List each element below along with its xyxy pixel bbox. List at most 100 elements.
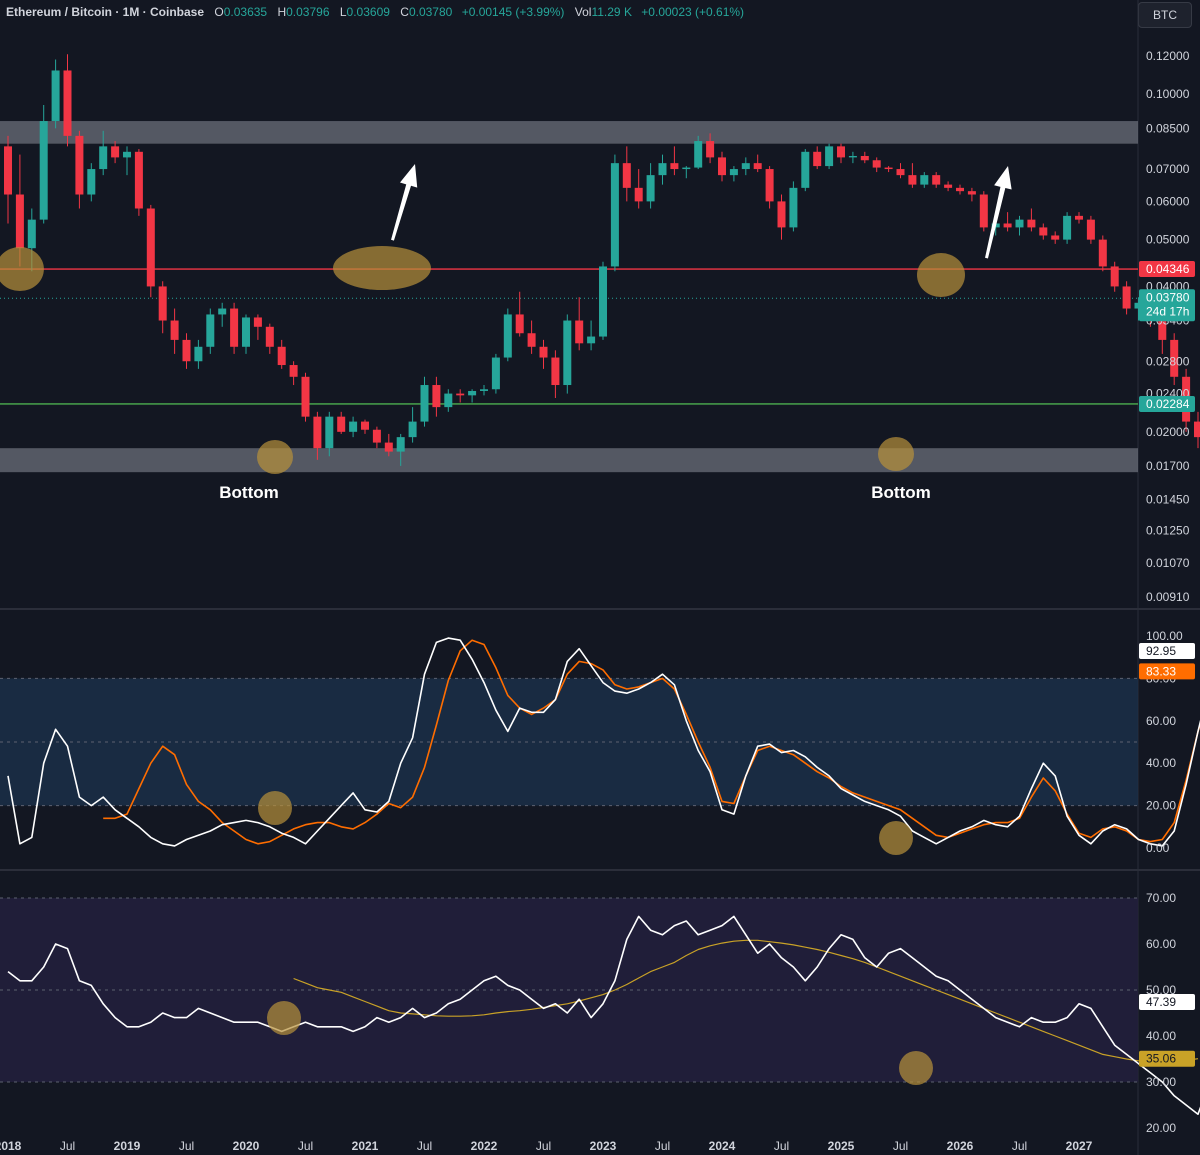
candle-body <box>729 169 738 176</box>
candle-body <box>123 151 131 158</box>
highlight-ellipse-resistance-2025 <box>917 253 965 298</box>
time-tick-label: Jul <box>417 1139 432 1153</box>
price-tick-label: 0.08500 <box>1146 121 1190 135</box>
highlight-circle-stoch-2020 <box>258 791 292 825</box>
open-value: 0.03635 <box>223 5 268 19</box>
price-tick-label: 0.00910 <box>1146 590 1190 604</box>
candle-body <box>182 339 191 362</box>
low-label: L <box>339 5 347 19</box>
highlight-ellipse-resistance-2021 <box>333 246 431 291</box>
candle-body <box>825 146 834 167</box>
time-tick-label: 2023 <box>590 1139 617 1153</box>
axes: 0.12000 0.10000 0.08500 0.07000 0.06000 0.050… <box>0 49 1195 1153</box>
rsi-ma-badge-text: 35.06 <box>1146 1052 1176 1066</box>
candle-body <box>956 187 964 192</box>
time-tick-label: Jul <box>179 1139 194 1153</box>
volume-value: 11.29 K <box>591 5 632 19</box>
rsi-value-badge-bg <box>1139 994 1195 1011</box>
high-label: H <box>277 5 287 19</box>
candle-body <box>944 184 953 188</box>
candle-body <box>1086 219 1095 240</box>
candle-body <box>1051 235 1060 240</box>
candle-body <box>741 163 750 170</box>
time-tick-label: 2018 <box>0 1139 22 1153</box>
candle-body <box>99 146 108 170</box>
time-tick-label: Jul <box>60 1139 75 1153</box>
price-zones <box>0 121 1138 473</box>
rsi-pane <box>0 897 1200 1115</box>
low-value: 0.03609 <box>346 5 390 19</box>
candle-body <box>1039 227 1048 236</box>
currency-badge[interactable]: BTC <box>1138 2 1192 28</box>
highlight-circle-rsi-2025 <box>899 1051 933 1085</box>
price-zone <box>0 448 1138 473</box>
candle-body <box>694 141 703 168</box>
candle-body <box>301 376 310 417</box>
volume-change: +0.00023 (+0.61%) <box>641 5 745 19</box>
candle-body <box>801 151 810 188</box>
time-tick-label: 2025 <box>828 1139 855 1153</box>
candle-body <box>313 416 322 449</box>
candle-body <box>789 187 798 228</box>
rsi-ma-badge-bg <box>1139 1050 1195 1067</box>
time-tick-label: 2020 <box>233 1139 260 1153</box>
price-tick-label: 0.01250 <box>1146 523 1190 537</box>
candle-body <box>253 317 262 327</box>
candle-body <box>242 317 250 347</box>
highlight-circle-rsi-2020 <box>267 1001 301 1035</box>
price-tick-label: 0.01070 <box>1146 556 1190 570</box>
candle-body <box>420 385 429 422</box>
time-tick-label: Jul <box>298 1139 313 1153</box>
candle-body <box>491 357 500 390</box>
candle-body <box>158 286 167 321</box>
up-arrow-2025 <box>985 166 1012 259</box>
time-tick-label: Jul <box>893 1139 908 1153</box>
resistance-price-badge-bg <box>1139 261 1195 278</box>
candle-body <box>634 187 643 202</box>
candle-body <box>456 393 465 396</box>
candle-body <box>87 169 96 195</box>
rsi-ma-line <box>293 939 1199 1065</box>
stochastic-tick-label: 20.00 <box>1146 799 1176 813</box>
rsi-tick-label: 50.00 <box>1146 983 1176 997</box>
price-zone <box>0 121 1138 144</box>
candle-body <box>1194 421 1200 438</box>
candle-body <box>15 194 24 249</box>
time-tick-label: Jul <box>536 1139 551 1153</box>
candle-body <box>1122 286 1131 309</box>
volume-label: Vol <box>574 5 592 19</box>
candle-body <box>551 357 560 386</box>
stochastic-d-badge-text: 83.33 <box>1146 664 1176 678</box>
candle-body <box>1134 302 1143 309</box>
candle-body <box>503 314 512 358</box>
candle-body <box>539 346 548 358</box>
stochastic-tick-label: 0.00 <box>1146 841 1170 855</box>
price-tick-label: 0.01450 <box>1146 492 1190 506</box>
candle-body <box>848 155 857 158</box>
symbol-title[interactable]: Ethereum / Bitcoin · 1M · Coinbase <box>6 5 205 19</box>
candle-body <box>277 346 286 366</box>
close-value: 0.03780 <box>408 5 453 19</box>
close-label: C <box>400 5 409 19</box>
candle-body <box>4 146 12 195</box>
candle-body <box>1110 266 1119 287</box>
candle-body <box>372 429 381 443</box>
candle-body <box>1075 215 1083 220</box>
candle-body <box>1170 339 1179 377</box>
time-tick-label: 2019 <box>114 1139 141 1153</box>
candle-body <box>361 421 369 430</box>
candle-body <box>622 163 631 188</box>
last-price-badge-bg <box>1139 289 1195 322</box>
candle-body <box>1098 239 1107 267</box>
candle-body <box>527 333 536 347</box>
rsi-tick-label: 60.00 <box>1146 937 1176 951</box>
up-arrow-2021 <box>391 164 418 241</box>
candle-body <box>706 141 715 158</box>
support-price-badge-bg <box>1139 395 1195 412</box>
header-bar: Ethereum / Bitcoin · 1M · Coinbase O0.03… <box>6 5 744 19</box>
candle-body <box>218 308 227 315</box>
stochastic-tick-label: 100.00 <box>1146 629 1183 643</box>
candle-body <box>765 169 774 202</box>
candle-body <box>468 390 477 396</box>
